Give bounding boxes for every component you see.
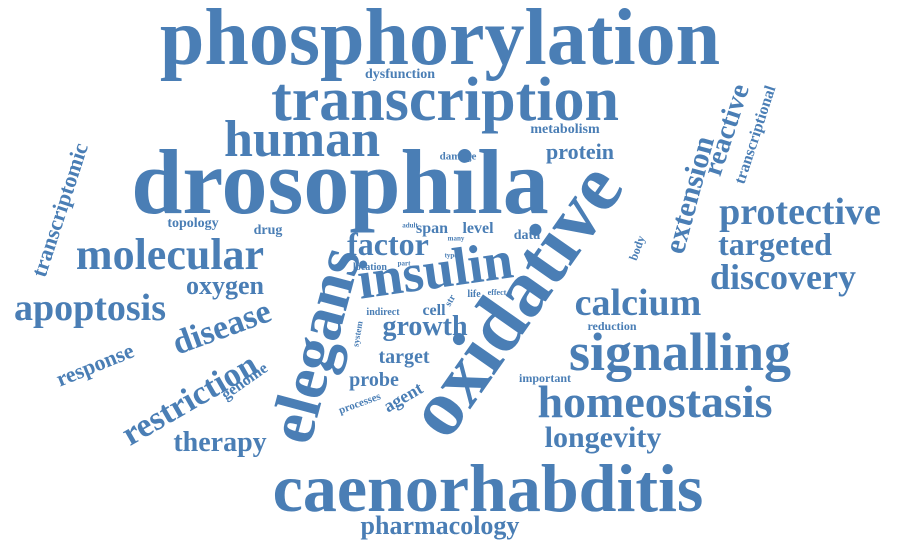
word-calcium: calcium: [574, 282, 702, 324]
word-effect: effect: [487, 288, 507, 297]
word-discovery: discovery: [710, 257, 856, 297]
word-molecular: molecular: [75, 230, 265, 279]
word-drug: drug: [253, 223, 283, 238]
word-many: many: [447, 234, 465, 243]
word-homeostasis: homeostasis: [537, 376, 773, 427]
word-system: system: [350, 320, 365, 348]
word-damage: damage: [439, 150, 477, 163]
word-therapy: therapy: [173, 427, 267, 458]
word-target: target: [378, 346, 430, 368]
word-protective: protective: [719, 191, 881, 233]
word-important: important: [519, 371, 571, 385]
word-topology: topology: [167, 216, 219, 231]
word-drosophila: drosophila: [131, 131, 549, 233]
word-signalling: signalling: [568, 322, 792, 382]
word-response: response: [52, 337, 138, 392]
word-factor: factor: [347, 226, 429, 262]
word-targeted: targeted: [718, 226, 832, 262]
word-transcription: transcription: [271, 66, 619, 134]
word-caenorhabditis: caenorhabditis: [272, 450, 704, 526]
word-processes: processes: [337, 390, 383, 417]
word-level: level: [462, 220, 494, 237]
word-probe: probe: [349, 369, 399, 391]
word-data: data: [513, 228, 541, 243]
word-adult: adult: [402, 221, 418, 230]
word-phosphorylation: phosphorylation: [159, 0, 721, 82]
word-apoptosis: apoptosis: [13, 287, 167, 329]
word-indirect: indirect: [366, 307, 400, 318]
word-life: life: [467, 289, 481, 300]
word-type: type: [444, 251, 458, 260]
word-longevity: longevity: [544, 421, 662, 454]
word-disease: disease: [167, 292, 277, 363]
word-part: part: [397, 259, 411, 268]
word-oxygen: oxygen: [186, 271, 264, 300]
word-dysfunction: dysfunction: [364, 67, 436, 82]
word-reduction: reduction: [587, 319, 637, 333]
word-body: body: [626, 233, 648, 263]
word-metabolism: metabolism: [530, 122, 600, 137]
word-growth: growth: [382, 311, 468, 342]
word-protein: protein: [545, 139, 615, 164]
word-human: human: [223, 111, 381, 168]
word-span: span: [415, 220, 449, 237]
word-location: location: [353, 262, 387, 273]
word-pharmacology: pharmacology: [360, 511, 520, 540]
word-cell: cell: [422, 302, 446, 319]
